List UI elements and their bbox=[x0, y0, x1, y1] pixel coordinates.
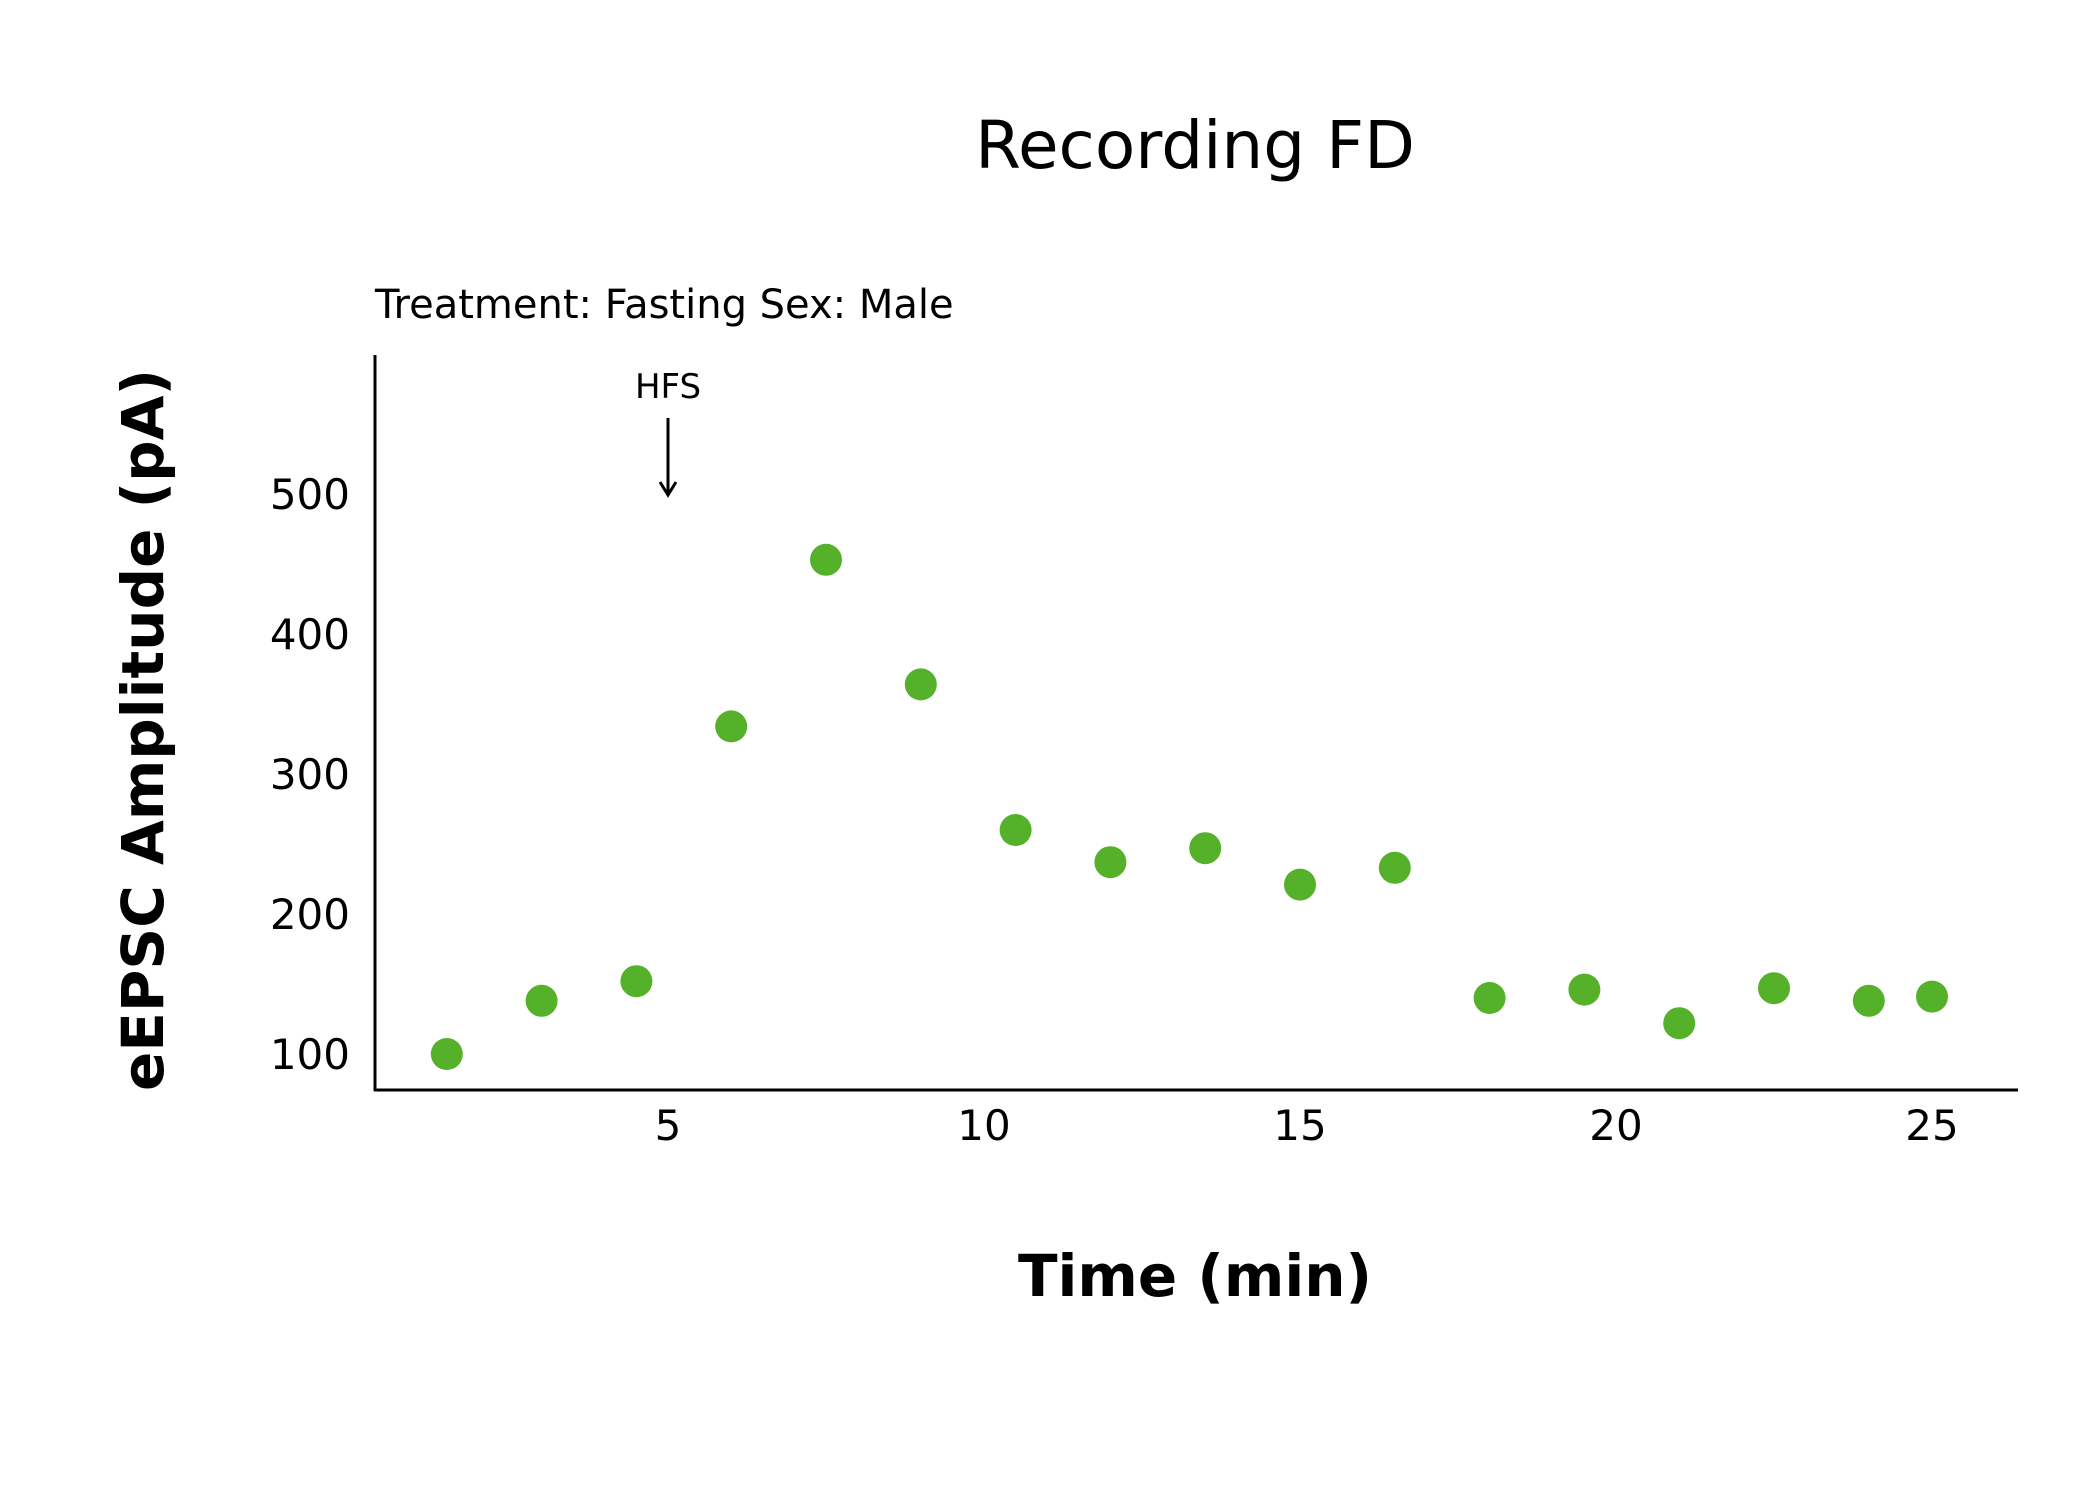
y-axis-label: eEPSC Amplitude (pA) bbox=[109, 369, 177, 1091]
data-point bbox=[1568, 973, 1601, 1006]
y-tick-label: 200 bbox=[270, 890, 350, 939]
hfs-label: HFS bbox=[635, 367, 701, 407]
data-points bbox=[430, 543, 1948, 1070]
data-point bbox=[1473, 982, 1506, 1014]
chart-subtitle: Treatment: Fasting Sex: Male bbox=[374, 282, 954, 328]
data-point bbox=[1094, 846, 1127, 879]
data-point bbox=[1758, 972, 1790, 1005]
x-tick-label: 20 bbox=[1589, 1101, 1642, 1150]
data-point bbox=[810, 543, 842, 576]
hfs-annotation: HFS bbox=[635, 367, 701, 498]
x-tick-label: 15 bbox=[1273, 1101, 1326, 1150]
x-tick-label: 25 bbox=[1905, 1101, 1958, 1150]
data-point bbox=[715, 710, 748, 743]
x-tick-labels: 5 10 15 20 25 bbox=[655, 1101, 1959, 1150]
chart-title: Recording FD bbox=[975, 107, 1415, 184]
data-point bbox=[430, 1038, 463, 1070]
data-point bbox=[999, 814, 1032, 846]
data-point bbox=[525, 984, 558, 1017]
y-tick-labels: 100 200 300 400 500 bbox=[270, 470, 350, 1079]
x-axis-label: Time (min) bbox=[1018, 1242, 1372, 1310]
data-point bbox=[1378, 851, 1411, 884]
data-point bbox=[1663, 1007, 1696, 1040]
data-point bbox=[904, 668, 937, 701]
data-point bbox=[620, 965, 653, 998]
x-tick-label: 5 bbox=[655, 1101, 682, 1150]
y-tick-label: 100 bbox=[270, 1030, 350, 1079]
x-tick-label: 10 bbox=[957, 1101, 1010, 1150]
data-point bbox=[1916, 980, 1948, 1013]
data-point bbox=[1189, 832, 1222, 865]
hfs-arrow-head bbox=[658, 481, 678, 498]
y-tick-label: 300 bbox=[270, 750, 350, 799]
data-point bbox=[1852, 984, 1885, 1017]
y-tick-label: 400 bbox=[270, 610, 350, 659]
data-point bbox=[1284, 868, 1316, 901]
y-tick-label: 500 bbox=[270, 470, 350, 519]
